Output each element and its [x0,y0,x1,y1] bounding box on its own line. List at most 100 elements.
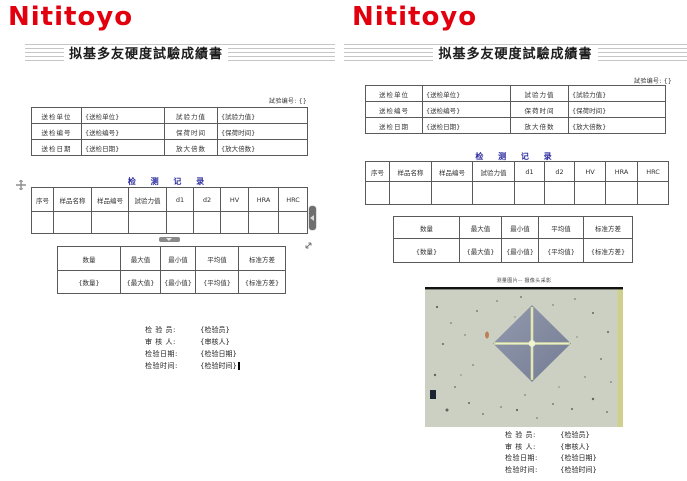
record-col-header: 样品编号 [91,187,129,212]
page-title: 拟基多友硬度試驗成績書 [433,45,598,64]
table-resize-handle[interactable] [304,235,313,249]
record-cell [365,181,390,205]
stats-table: 数量 最大值 最小值 平均值 标准方差 {数量} {最大值} {最小值} {平均… [57,246,286,294]
record-section-title: 检 测 记 录 [127,177,211,186]
text-cursor [237,362,240,370]
signature-label: 检验时间: [505,465,538,474]
signature-label: 检验时间: [145,362,178,370]
stats-header: 平均值 [538,216,584,239]
table-side-grip[interactable] [309,206,316,230]
down-arrow-icon [166,238,172,241]
info-value: {試验力值} [568,85,666,102]
record-table[interactable]: 序号 样品名称 样品编号 試验力值 d1 d2 HV HRA HRC [31,187,308,234]
info-value: {放大倍数} [217,139,308,156]
record-col-header: HRA [248,187,279,212]
signature-label: 检 验 员: [505,431,536,439]
stats-value: {平均值} [195,270,239,294]
title-band: 拟基多友硬度試驗成績書 [25,44,335,64]
table-move-handle[interactable] [16,175,26,191]
info-label: 送检编号 [31,123,82,140]
record-cell [278,211,308,234]
stats-header: 数量 [393,216,460,239]
info-value: {送检单位} [81,107,165,124]
record-cell [220,211,249,234]
info-row: 送检日期 {送检日期} 放大倍数 {放大倍数} [31,139,308,156]
signature-value: {检验员} [560,431,590,439]
title-band: 拟基多友硬度試驗成績書 [344,44,687,64]
record-cell [544,181,575,205]
record-col-header: HRA [605,161,638,182]
record-section-title: 检 测 记 录 [475,152,558,161]
record-cell [389,181,432,205]
record-col-header: d1 [166,187,194,212]
stats-header: 平均值 [195,246,239,271]
signature-row: 检 验 员: {检验员} [505,430,597,442]
stats-value: {标准方差} [238,270,286,294]
signature-row: 审 核 人: {审核人} [145,336,240,348]
record-col-header: 样品名称 [389,161,432,182]
record-header-row: 序号 样品名称 样品编号 試验力值 d1 d2 HV HRA HRC [31,187,308,212]
info-label: 送检日期 [31,139,82,156]
record-col-header: HRC [278,187,308,212]
stats-header: 数量 [57,246,121,271]
info-value: {送检编号} [81,123,165,140]
signature-value: {检验时间} [560,465,597,474]
stats-value: {数量} [393,238,460,263]
stats-value: {最大值} [459,238,502,263]
record-col-header: d2 [193,187,221,212]
info-value: {保荷时间} [568,101,666,118]
signature-row: 检验时间: {检验时间} [505,465,597,477]
info-value: {送检单位} [422,85,511,102]
stats-header: 最小值 [160,246,196,271]
record-col-header: HV [220,187,249,212]
stats-header-row: 数量 最大值 最小值 平均值 标准方差 [393,216,633,239]
signature-block: 检 验 员: {检验员} 审 核 人: {审核人} 检验日期: {检验日期} 检验时间… [145,324,240,372]
record-empty-row [365,181,669,205]
record-col-header: d2 [544,161,575,182]
info-label: 試验力值 [164,107,218,124]
info-value: {送检日期} [81,139,165,156]
table-bottom-grip[interactable] [159,237,180,242]
record-empty-row [31,211,308,234]
info-value: {送检编号} [422,101,511,118]
signature-value-editing[interactable]: {检验时间} [200,362,237,370]
record-col-header: 試验力值 [128,187,167,212]
grip-arrow-icon [310,215,314,221]
stats-value: {数量} [57,270,121,294]
record-col-header: 样品编号 [431,161,473,182]
info-row: 送检单位 {送检单位} 試验力值 {試验力值} [31,107,308,124]
move-icon [16,179,26,191]
info-label: 放大倍数 [164,139,218,156]
record-cell [166,211,194,234]
record-col-header: 序号 [31,187,54,212]
info-value: {試验力值} [217,107,308,124]
stats-value: {平均值} [538,238,584,263]
info-row: 送检单位 {送检单位} 試验力值 {試验力值} [365,85,666,102]
record-col-header: 序号 [365,161,390,182]
info-table: 送检单位 {送检单位} 試验力值 {試验力值} 送检编号 {送检编号} 保荷时间… [31,107,308,156]
stats-header: 最大值 [459,216,502,239]
info-label: 送检日期 [365,117,423,134]
info-label: 試验力值 [510,85,569,102]
signature-block: 检 验 员: {检验员} 审 核 人: {审核人} 检验日期: {检验日期} 检验时间… [505,430,597,476]
info-label: 送检单位 [31,107,82,124]
record-col-header: HV [574,161,606,182]
info-value: {送检日期} [422,117,511,134]
record-col-header: d1 [514,161,545,182]
record-cell [91,211,129,234]
info-label: 送检编号 [365,101,423,118]
brand-logo: Nititoyo [8,2,134,32]
signature-value: {检验日期} [200,350,237,358]
signature-row: 检验日期: {检验日期} [145,348,240,360]
left-report-page: Nititoyo 拟基多友硬度試驗成績書 試验编号: {} 送检单位 {送检单位… [0,0,340,481]
stats-value-row: {数量} {最大值} {最小值} {平均值} {标准方差} [393,238,633,263]
info-label: 保荷时间 [510,101,569,118]
stats-value: {最小值} [501,238,539,263]
record-cell [472,181,515,205]
stats-value: {最小值} [160,270,196,294]
report-number-label: 試验编号: {} [269,98,307,105]
record-cell [431,181,473,205]
record-cell [514,181,545,205]
stats-value: {标准方差} [583,238,633,263]
